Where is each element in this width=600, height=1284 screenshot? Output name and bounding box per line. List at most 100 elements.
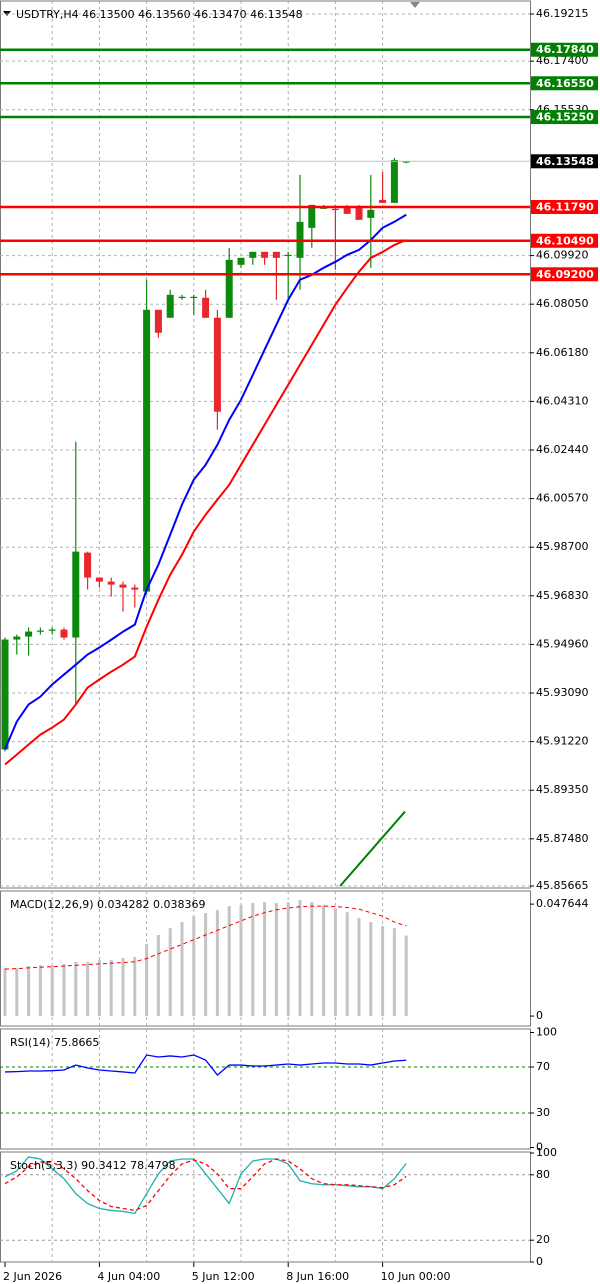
candle-body [131,587,139,590]
macd-bar [27,966,31,1017]
macd-bar [38,965,42,1017]
price-level-box [531,76,598,91]
macd-bar [109,960,113,1017]
trendline [339,810,406,887]
macd-bar [310,902,314,1017]
candle-body [154,309,162,333]
macd-bar [97,960,101,1017]
y-tick-label: 46.17400 [536,54,589,67]
candle-body [13,636,21,640]
y-tick-label: 45.98700 [536,540,589,553]
panel-title: RSI(14) 75.8665 [10,1036,99,1049]
panel-title: MACD(12,26,9) 0.034282 0.038369 [10,898,206,911]
candle-body [72,551,80,638]
candle-body [95,577,103,582]
y-tick-label: 0 [536,1009,543,1022]
y-tick-label: 46.08050 [536,297,589,310]
macd-bar [298,899,302,1017]
macd-bar [392,928,396,1017]
price-level-box [531,154,598,169]
y-tick-label: 20 [536,1233,550,1246]
macd-bar [74,962,78,1017]
macd-bar [168,928,172,1017]
macd-signal [4,905,407,970]
macd-bar [227,906,231,1017]
macd-bar [333,908,337,1017]
price-level-box [531,267,598,282]
macd-bar [381,926,385,1017]
y-tick-label: 45.91220 [536,735,589,748]
macd-bar [204,913,208,1017]
y-tick-label: 70 [536,1060,550,1073]
candle-body [107,581,115,585]
price-level-box [531,42,598,57]
y-tick-label: 46.09920 [536,249,589,262]
macd-bar [192,916,196,1017]
candle-body [190,296,198,299]
candle-body [308,204,316,228]
macd-bar [215,910,219,1017]
macd-bar [86,962,90,1017]
x-tick-label: 8 Jun 16:00 [286,1270,349,1283]
candle-body [119,584,127,588]
candle-body [225,259,233,318]
candle-body [331,208,339,211]
shift-marker [410,2,420,8]
price-level-label: 46.13548 [536,155,594,168]
candle-body [48,629,56,631]
macd-bar [274,903,278,1017]
panel-title: USDTRY,H4 46.13500 46.13560 46.13470 46.… [16,8,303,21]
y-tick-label: 100 [536,1026,557,1039]
candle-body [166,294,174,318]
candle-body [213,317,221,412]
candle-body [249,251,257,258]
price-level-label: 46.10490 [536,234,594,247]
panel-frame [0,890,531,1027]
macd-bar [3,968,7,1017]
candle-body [390,159,398,203]
macd-bar [121,958,125,1017]
price-level-label: 46.15250 [536,111,594,124]
candle-body [178,296,186,299]
indicator-line [4,1054,407,1076]
macd-bar [180,922,184,1017]
panel-frame [0,0,531,889]
y-tick-label: 46.06180 [536,346,589,359]
panel-frame [0,1151,531,1263]
price-level-box [531,110,598,125]
y-tick-label: 30 [536,1106,550,1119]
moving-average [4,239,407,766]
x-tick-label: 5 Jun 12:00 [192,1270,255,1283]
y-tick-label: 0.047644 [536,897,589,910]
macd-bar [404,935,408,1017]
macd-bar [369,922,373,1017]
candle-body [25,631,33,637]
x-tick-label: 2 Jun 2026 [3,1270,62,1283]
macd-bar [357,918,361,1017]
price-level-box [531,199,598,214]
y-tick-label: 45.94960 [536,637,589,650]
y-tick-label: 0 [536,1255,543,1268]
macd-bar [156,935,160,1017]
y-tick-label: 0 [536,1141,543,1154]
macd-bar [50,965,54,1017]
price-level-label: 46.16550 [536,77,594,90]
macd-bar [239,905,243,1017]
candle-body [343,206,351,214]
y-tick-label: 45.96830 [536,589,589,602]
macd-bar [286,902,290,1017]
candle-body [272,251,280,258]
y-tick-label: 45.87480 [536,832,589,845]
y-tick-label: 46.19215 [536,7,589,20]
x-tick-label: 10 Jun 00:00 [381,1270,451,1283]
price-level-label: 46.17840 [536,43,594,56]
candle-body [36,630,44,632]
moving-average [4,213,407,750]
y-tick-label: 80 [536,1168,550,1181]
macd-bar [15,968,19,1017]
candle-body [367,209,375,218]
y-tick-label: 46.02440 [536,443,589,456]
indicator-line [4,1158,407,1212]
